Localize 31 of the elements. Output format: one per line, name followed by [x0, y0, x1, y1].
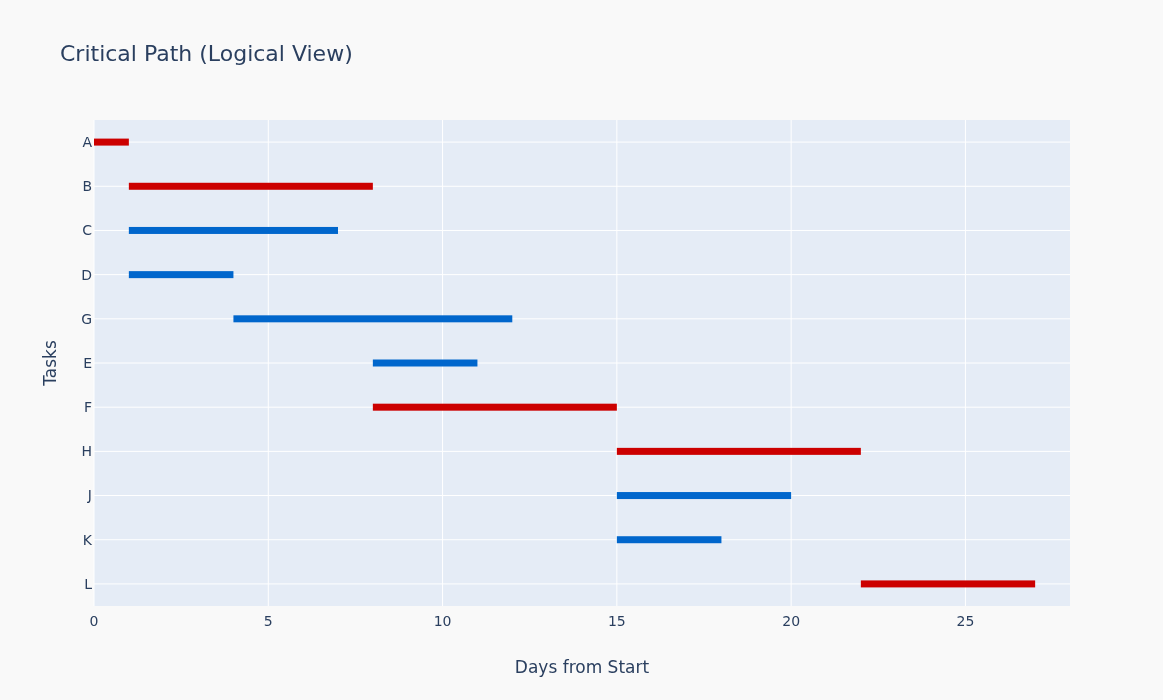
bar — [616, 492, 792, 500]
x-tick-label: 20 — [782, 613, 801, 629]
bar — [860, 580, 1036, 588]
x-tick-label: 10 — [433, 613, 452, 629]
y-tick-label: A — [82, 133, 93, 150]
bar — [128, 271, 234, 279]
x-tick-label: 15 — [607, 613, 626, 629]
x-tick-label: 25 — [956, 613, 975, 629]
y-axis-title: Tasks — [40, 340, 60, 387]
y-tick-label: E — [83, 354, 92, 371]
y-tick-label: H — [81, 443, 92, 460]
x-tick-label: 5 — [263, 613, 273, 629]
y-tick-label: F — [83, 399, 92, 416]
bar — [372, 359, 478, 367]
y-tick-label: G — [81, 310, 92, 327]
bar — [128, 226, 338, 234]
bar — [233, 315, 513, 323]
bar — [94, 138, 129, 146]
bar — [128, 182, 373, 190]
bar — [616, 447, 861, 455]
y-tick-label: L — [84, 575, 93, 592]
y-tick-label: B — [82, 178, 92, 195]
y-tick-label: D — [81, 266, 92, 283]
x-axis-title: Days from Start — [514, 657, 650, 677]
y-tick-label: J — [86, 487, 92, 504]
y-tick-label: C — [82, 222, 93, 239]
y-tick-label: K — [82, 531, 93, 548]
chart-title: Critical Path (Logical View) — [60, 41, 353, 66]
x-tick-label: 0 — [89, 613, 99, 629]
bar — [372, 403, 617, 411]
bar — [616, 536, 722, 544]
